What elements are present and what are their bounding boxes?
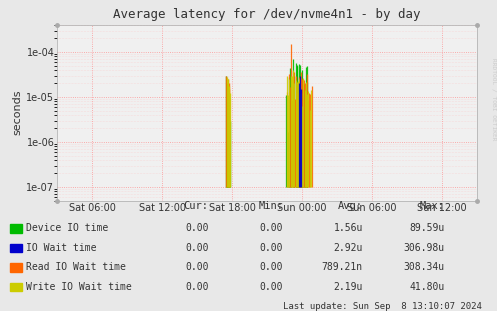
- Text: 0.00: 0.00: [185, 282, 209, 292]
- Text: Read IO Wait time: Read IO Wait time: [26, 262, 126, 272]
- Text: 0.00: 0.00: [185, 223, 209, 233]
- Text: 306.98u: 306.98u: [404, 243, 445, 253]
- Text: 1.56u: 1.56u: [333, 223, 363, 233]
- Text: Last update: Sun Sep  8 13:10:07 2024: Last update: Sun Sep 8 13:10:07 2024: [283, 302, 482, 311]
- Text: 789.21n: 789.21n: [322, 262, 363, 272]
- Y-axis label: seconds: seconds: [12, 90, 22, 136]
- Text: 0.00: 0.00: [260, 243, 283, 253]
- Text: 2.92u: 2.92u: [333, 243, 363, 253]
- Text: Avg:: Avg:: [338, 201, 363, 211]
- Text: 0.00: 0.00: [260, 223, 283, 233]
- Title: Average latency for /dev/nvme4n1 - by day: Average latency for /dev/nvme4n1 - by da…: [113, 8, 421, 21]
- Text: 0.00: 0.00: [185, 262, 209, 272]
- Text: 41.80u: 41.80u: [410, 282, 445, 292]
- Text: Write IO Wait time: Write IO Wait time: [26, 282, 132, 292]
- Text: Max:: Max:: [420, 201, 445, 211]
- Text: Min:: Min:: [258, 201, 283, 211]
- Text: 2.19u: 2.19u: [333, 282, 363, 292]
- Text: 0.00: 0.00: [260, 262, 283, 272]
- Text: Device IO time: Device IO time: [26, 223, 108, 233]
- Text: 0.00: 0.00: [185, 243, 209, 253]
- Text: IO Wait time: IO Wait time: [26, 243, 97, 253]
- Text: RRDTOOL / TOBI OETIKER: RRDTOOL / TOBI OETIKER: [491, 58, 496, 141]
- Text: Cur:: Cur:: [184, 201, 209, 211]
- Text: 308.34u: 308.34u: [404, 262, 445, 272]
- Text: 89.59u: 89.59u: [410, 223, 445, 233]
- Text: 0.00: 0.00: [260, 282, 283, 292]
